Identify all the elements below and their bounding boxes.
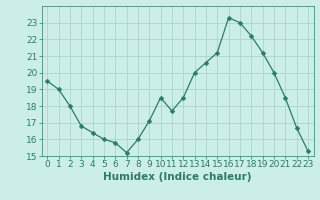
X-axis label: Humidex (Indice chaleur): Humidex (Indice chaleur) (103, 172, 252, 182)
